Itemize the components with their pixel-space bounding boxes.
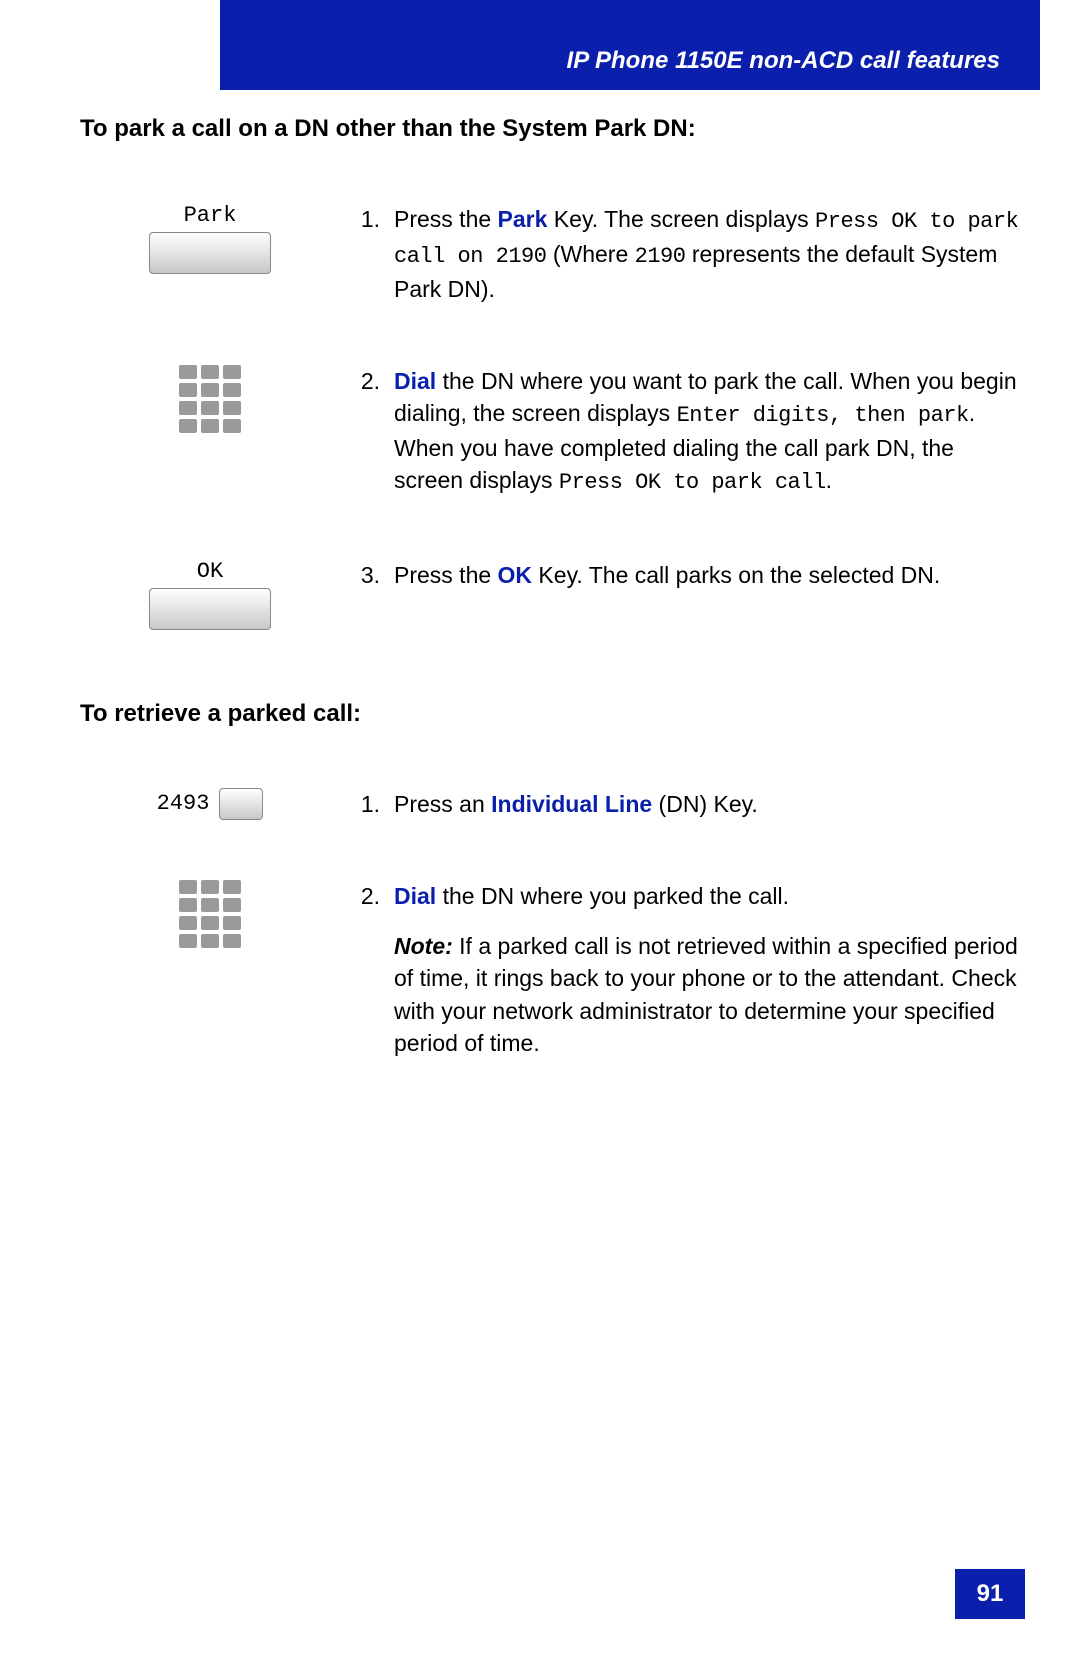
- section2-heading: To retrieve a parked call:: [80, 700, 1020, 728]
- screen-text: 2190: [635, 244, 686, 269]
- step-text-col: 2.Dial the DN where you want to park the…: [340, 365, 1020, 499]
- step-body: Press the OK Key. The call parks on the …: [394, 559, 1020, 591]
- text-run: (Where: [546, 241, 634, 267]
- text-run: (DN) Key.: [652, 791, 758, 817]
- step-number: 1.: [340, 788, 394, 820]
- softkey-button: [149, 588, 271, 630]
- step-row: OK3.Press the OK Key. The call parks on …: [80, 559, 1020, 630]
- step-icon-col: Park: [80, 203, 340, 274]
- softkey-label: OK: [197, 559, 223, 584]
- step-number: 2.: [340, 365, 394, 499]
- step-paragraph: Press an Individual Line (DN) Key.: [394, 788, 1020, 820]
- header-title: IP Phone 1150E non-ACD call features: [567, 47, 1000, 75]
- note-label: Note:: [394, 933, 453, 959]
- step-text-col: 1.Press the Park Key. The screen display…: [340, 203, 1020, 305]
- step-row: 2493 1.Press an Individual Line (DN) Key.: [80, 788, 1020, 820]
- step-number: 3.: [340, 559, 394, 591]
- page-content: To park a call on a DN other than the Sy…: [80, 115, 1020, 1129]
- keyword: Dial: [394, 368, 436, 394]
- step-row: 2.Dial the DN where you want to park the…: [80, 365, 1020, 499]
- section1-heading: To park a call on a DN other than the Sy…: [80, 115, 1020, 143]
- text-run: Press an: [394, 791, 491, 817]
- text-run: Press the: [394, 206, 498, 232]
- keyword: Dial: [394, 883, 436, 909]
- step-text-col: 2.Dial the DN where you parked the call.…: [340, 880, 1020, 1059]
- step-paragraph: Press the OK Key. The call parks on the …: [394, 559, 1020, 591]
- softkey-button: [149, 232, 271, 274]
- text-run: Key. The call parks on the selected DN.: [532, 562, 940, 588]
- note-body: If a parked call is not retrieved within…: [394, 933, 1018, 1056]
- page-number: 91: [955, 1569, 1025, 1619]
- step-row: Park1.Press the Park Key. The screen dis…: [80, 203, 1020, 305]
- text-run: Key. The screen displays: [547, 206, 815, 232]
- linekey-icon: 2493: [157, 788, 264, 820]
- softkey-icon: Park: [149, 203, 271, 274]
- softkey-icon: OK: [149, 559, 271, 630]
- step-body: Dial the DN where you parked the call. No…: [394, 880, 1020, 1059]
- step-paragraph: Press the Park Key. The screen displays …: [394, 203, 1020, 305]
- page-number-value: 91: [977, 1580, 1004, 1608]
- keyword: Park: [498, 206, 548, 232]
- step-paragraph: Dial the DN where you parked the call.: [394, 880, 1020, 912]
- linekey-label: 2493: [157, 791, 210, 816]
- section1-steps: Park1.Press the Park Key. The screen dis…: [80, 203, 1020, 630]
- step-paragraph: Dial the DN where you want to park the c…: [394, 365, 1020, 499]
- keypad-icon: [179, 880, 241, 948]
- keyword: OK: [498, 562, 533, 588]
- keypad-icon: [179, 365, 241, 433]
- softkey-label: Park: [184, 203, 237, 228]
- step-number: 1.: [340, 203, 394, 305]
- text-run: .: [826, 467, 832, 493]
- step-body: Press the Park Key. The screen displays …: [394, 203, 1020, 305]
- keyword: Individual Line: [491, 791, 652, 817]
- screen-text: Enter digits, then park: [677, 403, 969, 428]
- step-number: 2.: [340, 880, 394, 1059]
- step-icon-col: 2493: [80, 788, 340, 820]
- step-icon-col: [80, 880, 340, 948]
- step-text-col: 1.Press an Individual Line (DN) Key.: [340, 788, 1020, 820]
- step-text-col: 3.Press the OK Key. The call parks on th…: [340, 559, 1020, 591]
- note-paragraph: Note: If a parked call is not retrieved …: [394, 930, 1020, 1059]
- linekey-button: [219, 788, 263, 820]
- step-icon-col: OK: [80, 559, 340, 630]
- step-body: Dial the DN where you want to park the c…: [394, 365, 1020, 499]
- text-run: Press the: [394, 562, 498, 588]
- step-body: Press an Individual Line (DN) Key.: [394, 788, 1020, 820]
- section2-steps: 2493 1.Press an Individual Line (DN) Key.…: [80, 788, 1020, 1059]
- screen-text: Press OK to park call: [559, 470, 826, 495]
- step-row: 2.Dial the DN where you parked the call.…: [80, 880, 1020, 1059]
- page-header: IP Phone 1150E non-ACD call features: [220, 0, 1040, 90]
- step-icon-col: [80, 365, 340, 433]
- text-run: the DN where you parked the call.: [436, 883, 789, 909]
